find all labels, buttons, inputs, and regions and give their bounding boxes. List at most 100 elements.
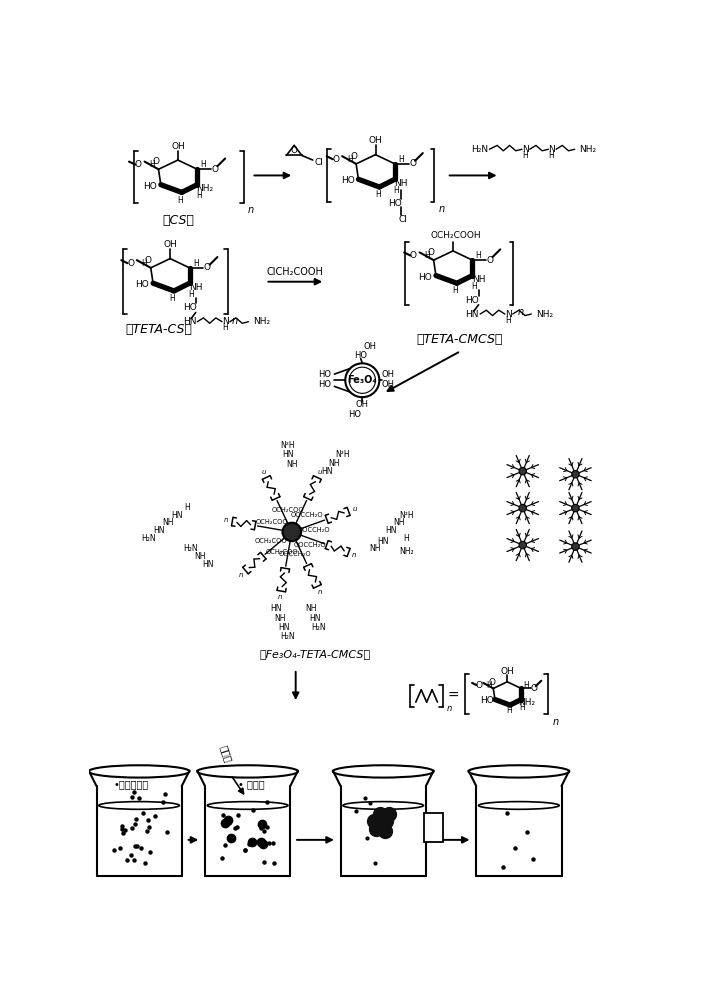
Text: H: H (149, 160, 155, 169)
Text: HN: HN (321, 467, 332, 476)
Text: O: O (530, 684, 537, 693)
Text: N: N (505, 310, 511, 319)
Text: NH: NH (189, 283, 202, 292)
Text: H: H (486, 681, 492, 690)
Text: H: H (142, 259, 148, 268)
Text: HO: HO (418, 273, 432, 282)
Text: NH₂: NH₂ (518, 698, 535, 707)
Text: OH: OH (356, 400, 368, 409)
Text: Fe₃O₄: Fe₃O₄ (347, 375, 377, 385)
Text: O: O (350, 152, 357, 161)
Text: OH: OH (382, 370, 395, 379)
Text: NH: NH (394, 179, 408, 188)
Text: n: n (352, 552, 356, 558)
Text: N: N (522, 145, 528, 154)
Text: O: O (332, 155, 339, 164)
Text: N²H: N²H (399, 511, 414, 520)
Text: n: n (239, 572, 243, 578)
Text: =: = (447, 689, 459, 703)
Text: （TETA-CS）: （TETA-CS） (125, 323, 192, 336)
Text: OH: OH (163, 240, 177, 249)
Text: H: H (520, 703, 525, 712)
Text: H: H (471, 282, 477, 291)
Text: H: H (549, 151, 555, 160)
Text: HN: HN (386, 526, 397, 535)
Text: H: H (185, 503, 190, 512)
Text: H: H (178, 196, 183, 205)
Text: NH: NH (305, 604, 317, 613)
Text: NH: NH (195, 552, 206, 561)
Text: NH₂: NH₂ (253, 317, 271, 326)
Text: OCH₂COOH: OCH₂COOH (431, 231, 481, 240)
Text: O: O (145, 256, 152, 265)
Text: n: n (317, 589, 322, 595)
Text: H: H (505, 316, 511, 325)
Text: • 吸附剂: • 吸附剂 (238, 780, 265, 790)
Text: H: H (476, 251, 481, 260)
Text: OCH₂COO: OCH₂COO (272, 507, 305, 513)
Text: u: u (261, 469, 266, 475)
Text: OH: OH (382, 380, 395, 389)
Text: （TETA-CMCS）: （TETA-CMCS） (416, 333, 503, 346)
Text: H: H (522, 151, 528, 160)
Text: （CS）: （CS） (162, 214, 194, 227)
Text: HO: HO (388, 199, 402, 208)
Text: H₂N: H₂N (312, 623, 326, 632)
Text: H: H (398, 155, 404, 164)
Text: NH: NH (393, 518, 405, 527)
Text: HO: HO (182, 303, 197, 312)
Text: NH: NH (286, 460, 297, 469)
Text: H₂N: H₂N (280, 632, 295, 641)
Text: HO: HO (143, 182, 157, 191)
Text: OH: OH (364, 342, 376, 351)
Text: N²H: N²H (280, 441, 295, 450)
Text: H: H (222, 323, 228, 332)
Text: O: O (486, 256, 493, 265)
Text: OCH₂COO: OCH₂COO (255, 538, 288, 544)
Text: OOCCH₂O: OOCCH₂O (294, 542, 327, 548)
Text: O: O (204, 263, 211, 272)
Text: NH: NH (329, 459, 340, 468)
Text: NH: NH (275, 614, 286, 623)
Text: NH: NH (162, 518, 173, 527)
Text: HN: HN (278, 623, 290, 632)
Text: NH₂: NH₂ (579, 145, 596, 154)
Circle shape (572, 470, 579, 478)
Text: O: O (153, 157, 160, 166)
Text: H₂N: H₂N (471, 145, 488, 154)
Text: O: O (488, 678, 495, 687)
Text: HN: HN (282, 450, 294, 459)
Text: H: H (347, 155, 353, 164)
Text: NH: NH (472, 275, 486, 284)
Circle shape (572, 504, 579, 512)
Text: O: O (475, 681, 482, 690)
Text: OH: OH (368, 136, 383, 145)
Text: H: H (393, 186, 399, 195)
Text: n: n (248, 205, 253, 215)
Text: n: n (438, 204, 444, 214)
Circle shape (519, 467, 527, 475)
Text: H₂N: H₂N (141, 534, 155, 543)
Text: n: n (232, 316, 239, 326)
Text: 吸附剂: 吸附剂 (219, 744, 234, 764)
Text: HO: HO (348, 410, 361, 419)
Circle shape (283, 523, 301, 541)
Text: H₂N: H₂N (184, 544, 198, 553)
Text: O: O (135, 160, 142, 169)
Text: HN: HN (202, 560, 214, 569)
Text: O: O (410, 251, 417, 260)
Text: n: n (224, 517, 229, 523)
Text: HO: HO (341, 176, 354, 185)
Text: O: O (290, 146, 297, 155)
Text: Cl: Cl (398, 215, 407, 224)
FancyBboxPatch shape (425, 813, 443, 842)
Text: HN: HN (171, 511, 183, 520)
Text: 磁
铁: 磁 铁 (431, 818, 436, 837)
Text: ClCH₂COOH: ClCH₂COOH (266, 267, 323, 277)
Text: HN: HN (378, 537, 389, 546)
Text: OCH₂COO: OCH₂COO (266, 549, 298, 555)
Text: HN: HN (466, 310, 479, 319)
Text: Fe₃O₄: Fe₃O₄ (283, 529, 301, 534)
Text: H: H (200, 160, 207, 169)
Text: H: H (170, 294, 175, 303)
